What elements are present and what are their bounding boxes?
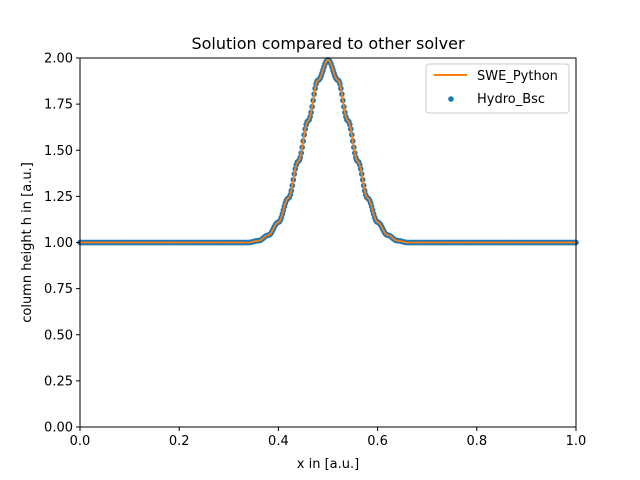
chart-title: Solution compared to other solver [191,34,464,53]
y-axis: 0.00 0.25 0.50 0.75 1.00 1.25 1.50 1.75 2.00 [44,52,80,436]
legend: SWE_Python Hydro_Bsc [425,63,570,114]
x-tick-label: 0.4 [268,434,289,449]
x-axis-label: x in [a.u.] [297,457,359,472]
y-tick-label: 1.75 [44,98,73,113]
y-tick-label: 0.50 [44,328,73,343]
legend-box [425,63,570,114]
y-tick-label: 0.75 [44,282,73,297]
x-axis: 0.0 0.2 0.4 0.6 0.8 1.0 [70,427,587,449]
legend-swe-python-label: SWE_Python [477,69,558,84]
x-tick-label: 0.6 [367,434,388,449]
legend-hydro-bsc-swatch [448,96,454,102]
y-tick-label: 2.00 [44,52,73,67]
x-tick-label: 0.0 [70,434,91,449]
series-swe-python-line [80,58,576,244]
legend-hydro-bsc-label: Hydro_Bsc [477,92,545,107]
x-tick-label: 0.8 [466,434,487,449]
y-tick-label: 1.50 [44,144,73,159]
y-tick-label: 0.00 [44,421,73,436]
y-tick-label: 1.00 [44,236,73,251]
x-tick-label: 0.2 [169,434,190,449]
y-tick-label: 1.25 [44,190,73,205]
series-layer [77,57,579,246]
y-axis-label: column height h in [a.u.] [20,162,35,323]
x-tick-label: 1.0 [566,434,587,449]
y-tick-label: 0.25 [44,374,73,389]
